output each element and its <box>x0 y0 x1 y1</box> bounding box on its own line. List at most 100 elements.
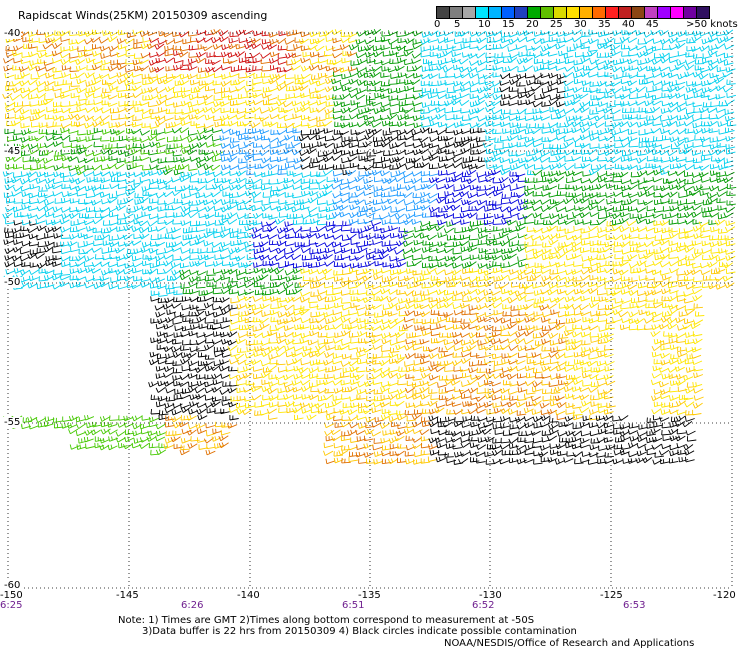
wind-barb <box>668 458 679 464</box>
wind-barb <box>622 114 632 120</box>
wind-barb <box>397 379 407 386</box>
wind-barb <box>412 375 423 381</box>
wind-barb <box>525 73 535 79</box>
wind-barb <box>668 240 679 247</box>
wind-barb <box>598 143 609 149</box>
wind-barb <box>269 325 279 332</box>
wind-barb <box>116 52 127 58</box>
wind-barb <box>668 232 679 239</box>
wind-barb <box>226 204 237 210</box>
wind-barb <box>501 193 512 199</box>
wind-barb <box>563 303 574 310</box>
wind-barb <box>452 151 463 157</box>
wind-barb <box>724 171 735 177</box>
wind-barb <box>332 358 343 365</box>
wind-barb <box>236 191 247 198</box>
wind-barb <box>91 64 102 71</box>
wind-barb <box>180 87 191 93</box>
wind-barb <box>29 184 40 190</box>
wind-barb <box>476 136 486 142</box>
wind-barb <box>156 93 167 100</box>
wind-barb <box>180 92 192 99</box>
wind-barb <box>404 141 415 148</box>
wind-barb <box>461 163 472 169</box>
wind-barb <box>618 311 629 318</box>
wind-barb <box>660 71 671 78</box>
wind-barb <box>556 190 567 197</box>
wind-barb <box>332 199 343 205</box>
wind-barb <box>339 241 350 248</box>
wind-barb <box>274 255 285 261</box>
wind-barb <box>132 262 143 268</box>
wind-barb <box>637 213 648 220</box>
wind-barb <box>628 276 638 283</box>
wind-barb <box>261 172 271 178</box>
wind-barb <box>549 106 560 113</box>
wind-barb <box>531 274 542 280</box>
wind-barb <box>316 99 327 106</box>
wind-barb <box>188 31 198 37</box>
wind-barb <box>315 80 326 87</box>
wind-barb <box>595 95 606 101</box>
wind-barb <box>683 246 695 253</box>
wind-barb <box>317 332 328 338</box>
wind-barb <box>588 46 598 52</box>
wind-barb <box>91 164 102 171</box>
wind-barb <box>597 39 607 45</box>
wind-barb <box>556 319 566 325</box>
wind-barb <box>579 274 591 281</box>
wind-barb <box>60 256 71 262</box>
wind-barb <box>597 155 607 162</box>
wind-barb <box>644 93 655 99</box>
wind-barb <box>74 72 85 79</box>
wind-barb <box>396 78 406 85</box>
wind-barb <box>387 381 398 387</box>
wind-barb <box>645 142 656 149</box>
wind-barb <box>715 114 726 120</box>
wind-barb <box>590 438 600 444</box>
wind-barb <box>78 30 88 37</box>
wind-barb <box>262 260 272 266</box>
wind-barb <box>195 234 206 241</box>
wind-barb <box>165 388 176 394</box>
wind-barb <box>314 241 325 248</box>
wind-barb <box>274 324 285 331</box>
wind-barb <box>124 219 135 225</box>
wind-barb <box>165 122 176 129</box>
wind-barb <box>420 51 431 58</box>
wind-barb <box>45 37 56 44</box>
wind-barb <box>61 108 72 114</box>
wind-barb <box>172 65 184 71</box>
wind-barb <box>68 415 80 422</box>
wind-barb <box>420 46 431 52</box>
wind-barb <box>170 262 181 269</box>
wind-barb <box>618 415 629 421</box>
wind-barb <box>194 366 205 373</box>
wind-barb <box>218 365 229 372</box>
wind-barb <box>483 281 495 288</box>
wind-barb <box>292 85 303 92</box>
wind-barb <box>531 268 542 275</box>
wind-barb <box>252 227 263 233</box>
wind-barb <box>701 80 711 87</box>
wind-barb <box>524 288 534 295</box>
wind-barb <box>226 114 238 120</box>
wind-barb <box>163 443 174 450</box>
wind-barb <box>148 416 159 423</box>
wind-barb <box>627 429 638 435</box>
wind-barb <box>36 29 47 36</box>
wind-barb <box>397 114 408 121</box>
wind-barb <box>293 107 304 113</box>
wind-barb <box>642 457 653 464</box>
wind-barb <box>211 373 222 380</box>
wind-barb <box>5 113 15 120</box>
wind-barb <box>452 162 463 169</box>
wind-barb <box>282 283 294 290</box>
wind-barb <box>539 93 551 100</box>
wind-barb <box>714 43 726 50</box>
wind-barb <box>627 451 638 458</box>
wind-barb <box>663 331 673 337</box>
wind-barb <box>635 207 647 213</box>
wind-barb <box>242 198 253 205</box>
wind-barb <box>166 73 176 79</box>
